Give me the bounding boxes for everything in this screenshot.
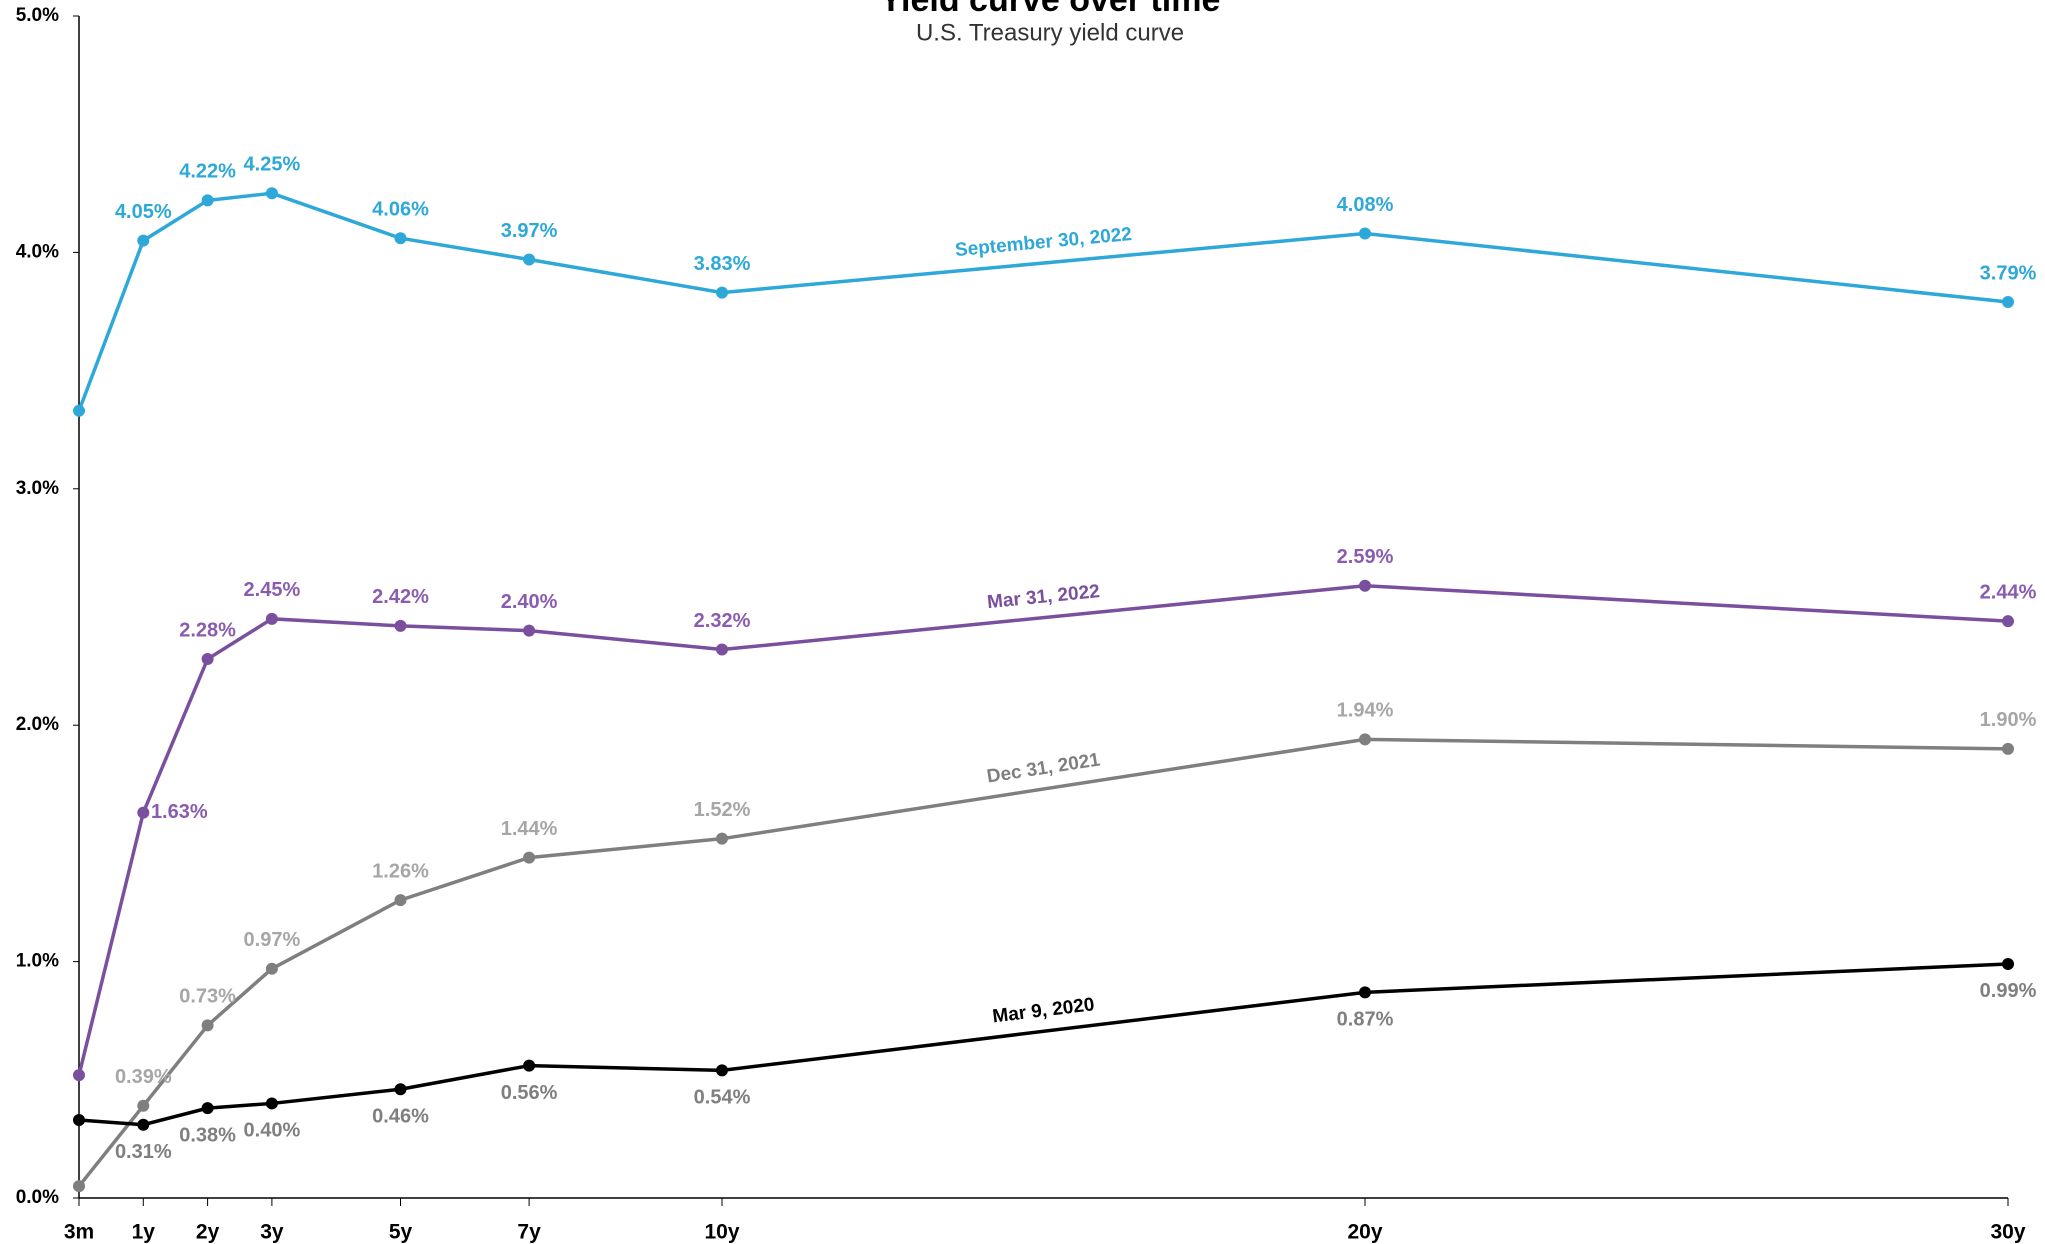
data-point [137,234,150,247]
x-tick-label: 30y [1990,1221,2025,1244]
y-tick-label: 2.0% [16,714,59,735]
series-line [77,191,2009,412]
data-label: 0.40% [244,1120,301,1142]
data-point [137,806,150,819]
x-tick-label: 3y [260,1221,284,1244]
data-label: 0.38% [179,1124,236,1146]
data-point [1359,579,1371,592]
data-point [265,612,278,625]
data-point [394,1083,407,1096]
series-name-label: Mar 9, 2020 [991,994,1095,1027]
data-point [201,1019,214,1032]
data-point [394,232,407,245]
data-label: 1.90% [1980,709,2037,731]
y-tick-label: 5.0% [16,5,59,26]
data-point [716,643,728,656]
data-point [73,1180,85,1193]
data-point [394,619,407,632]
data-point [523,624,536,637]
data-point [2002,615,2014,628]
data-point [73,1069,85,1082]
data-point [201,1102,214,1115]
data-point [716,286,728,299]
data-label: 0.87% [1337,1009,1394,1031]
data-point [1359,986,1371,999]
x-tick-label: 3m [64,1221,94,1244]
data-label: 4.06% [372,198,429,220]
data-point [265,962,278,975]
data-label: 1.26% [372,860,429,882]
data-label: 1.52% [694,799,751,821]
data-point [2002,957,2014,970]
data-point [716,1064,728,1077]
data-label: 3.97% [501,220,558,242]
data-label: 1.94% [1337,700,1394,722]
data-point [394,894,407,907]
data-point [716,832,728,845]
data-point [523,1059,536,1072]
data-label: 4.05% [115,201,172,223]
data-point [73,1113,85,1126]
y-tick-label: 3.0% [16,478,59,499]
data-label: 2.28% [179,619,236,641]
x-tick-label: 5y [389,1221,413,1244]
data-point [2002,742,2014,755]
y-tick-label: 4.0% [16,241,59,262]
data-label: 0.54% [694,1087,751,1109]
data-label: 0.73% [179,986,236,1008]
data-label: 0.31% [115,1141,172,1163]
data-label: 0.39% [115,1066,172,1088]
data-point [523,851,536,864]
data-label: 4.25% [244,154,301,176]
data-label: 0.97% [244,929,301,951]
data-point [265,1097,278,1110]
data-point [201,653,214,666]
y-tick-label: 0.0% [16,1187,59,1208]
data-point [523,253,536,266]
data-label: 2.42% [372,586,429,608]
series-line [78,962,2009,1127]
data-label: 1.44% [501,818,558,840]
data-label: 2.40% [501,591,558,613]
x-tick-label: 2y [196,1221,220,1244]
data-label: 2.44% [1980,581,2037,603]
y-tick-label: 1.0% [16,951,59,972]
data-label: 2.59% [1337,546,1394,568]
data-label: 1.63% [151,801,208,823]
series-name-label: Mar 31, 2022 [986,581,1101,613]
data-point [137,1099,150,1112]
data-point [265,187,278,200]
x-tick-label: 1y [132,1221,156,1244]
data-label: 0.46% [372,1106,429,1128]
data-point [1359,227,1371,240]
data-point [1359,733,1371,746]
data-point [73,404,85,417]
data-label: 2.32% [694,610,751,632]
data-label: 0.99% [1980,980,2037,1002]
chart-subtitle: U.S. Treasury yield curve [916,19,1184,46]
series-line [77,737,2009,1188]
x-tick-label: 7y [517,1221,541,1244]
data-label: 4.08% [1337,194,1394,216]
data-label: 2.45% [244,579,301,601]
chart-title: Yield curve over time [880,0,1221,19]
data-point [137,1118,150,1131]
data-label: 3.79% [1980,262,2037,284]
x-tick-label: 20y [1347,1221,1382,1244]
data-point [2002,296,2014,309]
data-label: 0.56% [501,1082,558,1104]
data-label: 4.22% [179,161,236,183]
x-tick-label: 10y [704,1221,739,1244]
data-point [201,194,214,207]
data-label: 3.83% [694,253,751,275]
